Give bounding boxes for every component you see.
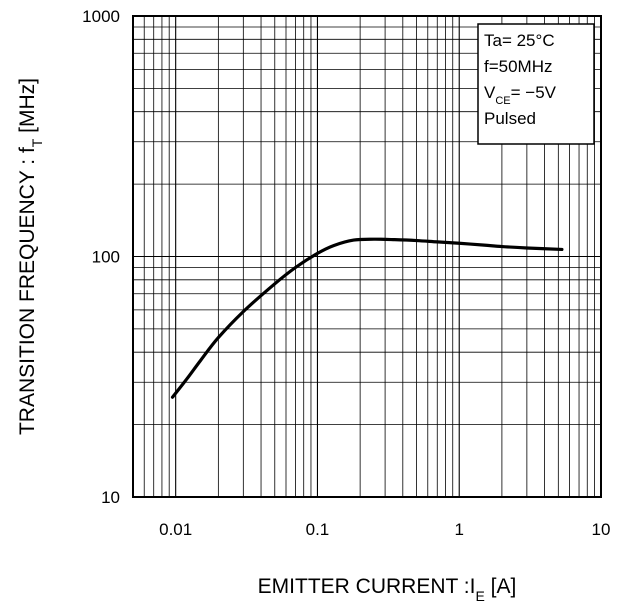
plot-frame: [132, 15, 602, 498]
x-axis-title-unit: [A]: [485, 575, 517, 598]
condition-line: Pulsed: [484, 109, 536, 128]
y-axis-title-unit: [MHz]: [16, 78, 39, 139]
conditions-legend: Ta= 25°C f=50MHz VCE= −5V Pulsed: [477, 23, 595, 145]
series-layer: [170, 237, 564, 399]
x-axis-title-sub: E: [475, 588, 484, 604]
condition-line: f=50MHz: [484, 57, 553, 76]
y-axis-title: TRANSITION FREQUENCY : fT [MHz]: [16, 78, 45, 435]
condition-line: VCE= −5V: [484, 83, 557, 107]
x-tick-labels: 0.01 0.1 1 10: [159, 520, 610, 539]
x-tick-label: 0.1: [306, 520, 330, 539]
condition-line: Ta= 25°C: [484, 31, 555, 50]
y-axis-title-main: TRANSITION FREQUENCY : f: [16, 147, 39, 435]
x-axis-title: EMITTER CURRENT :IE [A]: [258, 575, 517, 604]
conditions-box: [477, 23, 595, 145]
y-tick-label: 100: [92, 248, 120, 267]
ft-vs-ie-curve: [170, 237, 564, 399]
y-tick-label: 10: [101, 488, 120, 507]
y-tick-label: 1000: [82, 7, 120, 26]
condition-symbol: V: [484, 83, 496, 102]
x-axis-title-main: EMITTER CURRENT :I: [258, 575, 476, 598]
x-tick-label: 1: [454, 520, 463, 539]
x-tick-label: 0.01: [159, 520, 192, 539]
y-axis-title-sub: T: [29, 138, 45, 147]
condition-value: = −5V: [511, 83, 557, 102]
x-tick-label: 10: [592, 520, 611, 539]
condition-subscript: CE: [495, 95, 510, 107]
y-tick-labels: 10 100 1000: [82, 7, 120, 507]
